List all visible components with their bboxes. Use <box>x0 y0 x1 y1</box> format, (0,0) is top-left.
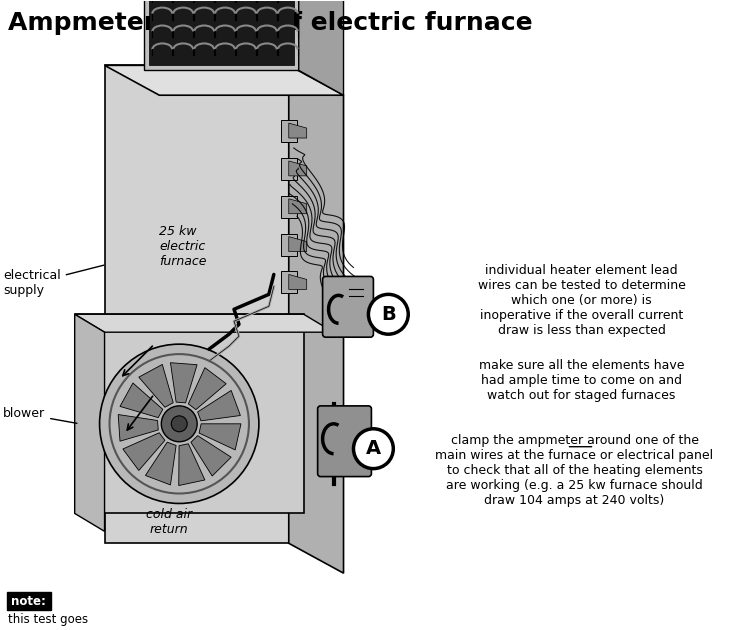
Text: heating elements
(typically 5 kw each): heating elements (typically 5 kw each) <box>0 629 1 630</box>
Text: 25 kw
electric
furnace: 25 kw electric furnace <box>159 225 207 268</box>
Polygon shape <box>120 383 163 418</box>
Polygon shape <box>198 391 240 421</box>
Polygon shape <box>289 199 306 214</box>
Text: make sure all the elements have: make sure all the elements have <box>478 359 684 372</box>
Text: note:: note: <box>11 595 46 607</box>
Text: to check that all of the heating elements: to check that all of the heating element… <box>447 464 702 477</box>
Polygon shape <box>149 0 294 66</box>
Circle shape <box>100 344 259 503</box>
Polygon shape <box>191 436 231 476</box>
Polygon shape <box>123 433 165 471</box>
Circle shape <box>354 429 394 469</box>
Text: wires can be tested to determine: wires can be tested to determine <box>478 280 686 292</box>
Polygon shape <box>281 234 297 256</box>
Text: this test goes: this test goes <box>8 613 88 626</box>
FancyBboxPatch shape <box>323 277 373 337</box>
Text: draw is less than expected: draw is less than expected <box>498 324 665 337</box>
Polygon shape <box>74 314 104 531</box>
Polygon shape <box>299 0 343 95</box>
Text: hot air
plenum: hot air plenum <box>0 629 1 630</box>
Text: cold air
return: cold air return <box>146 508 192 536</box>
Polygon shape <box>144 0 299 71</box>
Text: A: A <box>366 439 381 458</box>
Polygon shape <box>170 363 197 403</box>
Text: Ampmeter testing of electric furnace: Ampmeter testing of electric furnace <box>8 11 532 35</box>
Polygon shape <box>139 364 173 407</box>
Circle shape <box>171 416 187 432</box>
Text: watch out for staged furnaces: watch out for staged furnaces <box>487 389 676 402</box>
Polygon shape <box>146 442 176 485</box>
Polygon shape <box>281 120 297 142</box>
FancyBboxPatch shape <box>318 406 372 476</box>
Polygon shape <box>289 66 343 573</box>
Polygon shape <box>289 123 306 138</box>
Circle shape <box>161 406 198 442</box>
Polygon shape <box>74 314 303 513</box>
Circle shape <box>369 294 409 334</box>
Polygon shape <box>104 66 343 95</box>
Polygon shape <box>189 368 226 410</box>
Text: inoperative if the overall current: inoperative if the overall current <box>480 309 683 323</box>
FancyBboxPatch shape <box>7 592 51 610</box>
Text: blower: blower <box>3 408 77 423</box>
Text: which one (or more) is: which one (or more) is <box>511 294 652 307</box>
Polygon shape <box>281 158 297 180</box>
Polygon shape <box>179 444 205 486</box>
Text: main wires at the furnace or electrical panel: main wires at the furnace or electrical … <box>436 449 713 462</box>
Polygon shape <box>118 415 158 441</box>
Text: B: B <box>381 305 396 324</box>
Polygon shape <box>104 66 289 543</box>
Text: clamp the ampmeter around one of the: clamp the ampmeter around one of the <box>451 434 698 447</box>
Polygon shape <box>289 161 306 176</box>
Polygon shape <box>281 272 297 294</box>
Text: are working (e.g. a 25 kw furnace should: are working (e.g. a 25 kw furnace should <box>446 479 703 491</box>
Text: draw 104 amps at 240 volts): draw 104 amps at 240 volts) <box>484 493 665 507</box>
Polygon shape <box>289 275 306 289</box>
Text: had ample time to come on and: had ample time to come on and <box>481 374 682 387</box>
Polygon shape <box>74 314 333 332</box>
Polygon shape <box>289 237 306 251</box>
Polygon shape <box>199 424 241 450</box>
Text: electrical
supply: electrical supply <box>3 265 104 297</box>
Polygon shape <box>281 196 297 218</box>
Text: individual heater element lead: individual heater element lead <box>485 265 678 277</box>
